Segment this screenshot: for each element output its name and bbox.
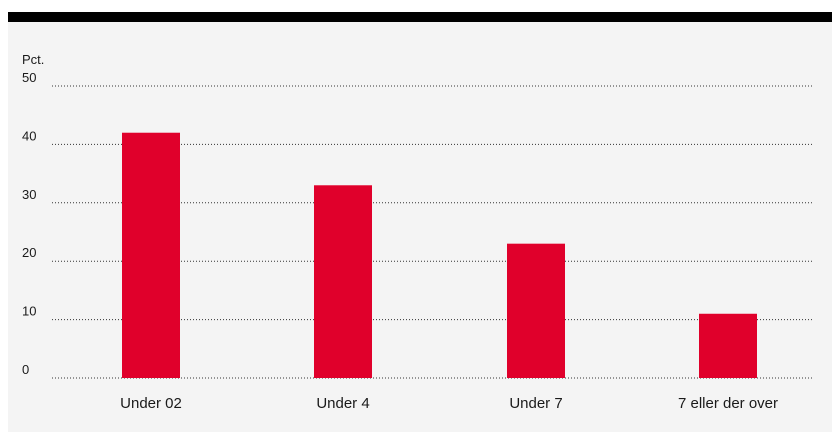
y-tick-label: 50 [22,70,36,85]
y-axis-ticks: 0 10 20 30 40 50 [22,70,36,377]
y-tick-label: 20 [22,245,36,260]
y-tick-label: 30 [22,187,36,202]
bars [122,132,757,378]
x-tick-label: Under 02 [120,395,182,412]
x-tick-label: Under 7 [509,395,562,412]
bar [314,185,372,378]
y-tick-label: 10 [22,304,36,319]
y-tick-label: 40 [22,128,36,143]
y-tick-label: 0 [22,362,29,377]
x-axis-labels: Under 02 Under 4 Under 7 7 eller der over [120,395,778,412]
bar [122,132,180,378]
bar [507,243,565,378]
bar [699,313,757,378]
x-tick-label: 7 eller der over [678,395,778,412]
y-axis-unit-label: Pct. [22,52,44,67]
x-tick-label: Under 4 [316,395,369,412]
